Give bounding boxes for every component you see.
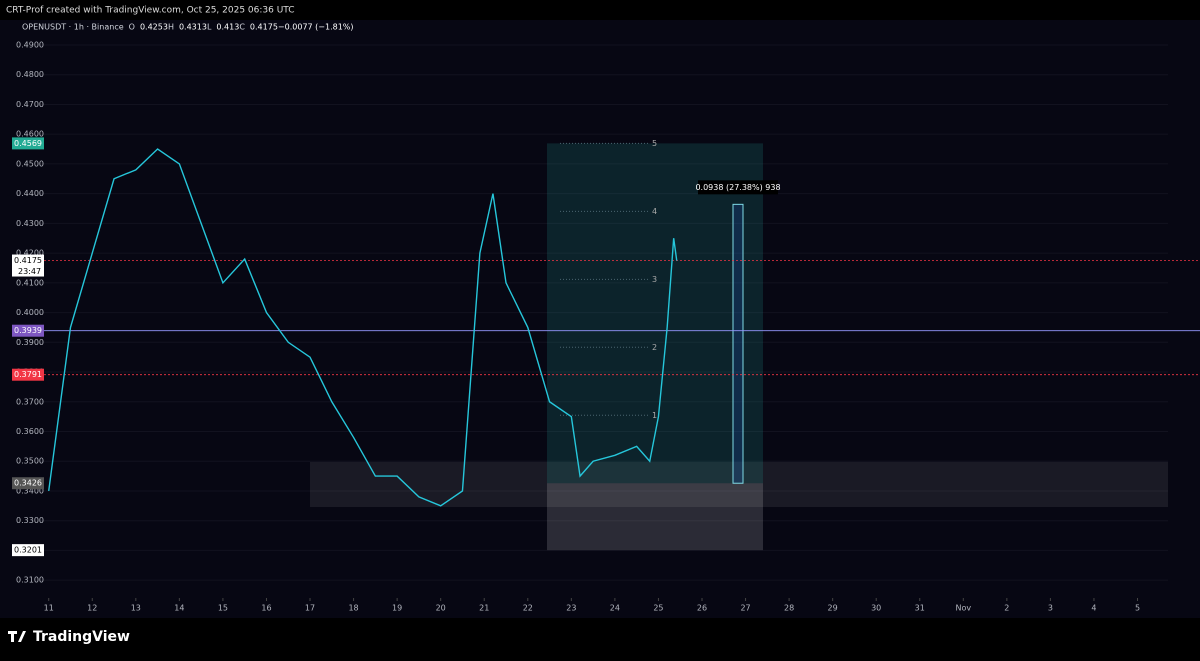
level-label: 1 — [652, 411, 657, 420]
y-tick-label: 0.3100 — [16, 576, 44, 585]
y-tick-label: 0.4300 — [16, 219, 44, 228]
legend-item: OPENUSDT · 1h · Binance — [22, 23, 124, 32]
zone — [310, 462, 1168, 507]
legend-item: −0.0077 (−1.81%) — [278, 23, 354, 32]
x-tick-label: 28 — [784, 604, 794, 613]
price-tag: 0.3201 — [14, 546, 42, 555]
y-tick-label: 0.4400 — [16, 189, 44, 198]
price-tag: 0.4175 — [14, 256, 42, 265]
legend-item: 0.4175 — [250, 23, 278, 32]
level-label: 3 — [652, 275, 657, 284]
legend-item: 0.4313 — [179, 23, 207, 32]
x-tick-label: 25 — [653, 604, 663, 613]
y-tick-label: 0.4600 — [16, 130, 44, 139]
footer — [0, 620, 1200, 657]
y-tick-label: 0.4700 — [16, 100, 44, 109]
x-tick-label: Nov — [955, 604, 971, 613]
x-tick-label: 26 — [697, 604, 707, 613]
price-tag-bg — [12, 368, 44, 381]
y-tick-label: 0.3400 — [16, 486, 44, 495]
x-tick-label: 24 — [610, 604, 620, 613]
price-line-series — [48, 148, 678, 507]
x-tick-label: 21 — [479, 604, 489, 613]
price-tag-bg — [12, 477, 44, 490]
price-tag: 0.3939 — [14, 326, 42, 335]
x-tick-label: 5 — [1135, 604, 1140, 613]
price-tag-bg — [12, 254, 44, 267]
x-tick-label: 17 — [305, 604, 315, 613]
x-tick-label: 22 — [523, 604, 533, 613]
legend-item: O — [129, 23, 135, 32]
x-tick-label: 20 — [436, 604, 446, 613]
brand: TradingView — [33, 629, 130, 645]
time-tag: 23:47 — [18, 267, 41, 276]
y-tick-label: 0.4800 — [16, 70, 44, 79]
measure-label: 0.0938 (27.38%) 938 — [695, 183, 780, 192]
x-tick-label: 14 — [174, 604, 184, 613]
y-tick-label: 0.4900 — [16, 40, 44, 49]
price-tag: 0.3791 — [14, 370, 42, 379]
y-tick-label: 0.3600 — [16, 427, 44, 436]
level-label: 4 — [652, 207, 657, 216]
chart-pane — [0, 20, 1200, 618]
level-label: 5 — [652, 139, 657, 148]
x-tick-label: 19 — [392, 604, 402, 613]
legend-item: C — [239, 23, 245, 32]
x-tick-label: 3 — [1048, 604, 1053, 613]
stop-box — [547, 483, 763, 551]
legend: OPENUSDT · 1h · Binance O 0.4253 H 0.4313 L 0.… — [22, 23, 354, 32]
price-tag-bg — [12, 324, 44, 337]
legend-item: 0.4253 — [140, 23, 168, 32]
level-label: 2 — [652, 343, 657, 352]
time-tag-bg — [12, 265, 44, 277]
author-line: CRT-Prof created with TradingView.com, O… — [6, 6, 295, 16]
legend-item: L — [207, 23, 212, 32]
x-tick-label: 11 — [44, 604, 54, 613]
y-tick-label: 0.3300 — [16, 516, 44, 525]
x-tick-label: 12 — [87, 604, 97, 613]
target-box — [547, 143, 763, 484]
price-tag-bg — [12, 544, 44, 557]
x-tick-label: 2 — [1004, 604, 1009, 613]
x-tick-label: 18 — [348, 604, 358, 613]
y-tick-label: 0.3500 — [16, 457, 44, 466]
y-tick-label: 0.4000 — [16, 308, 44, 317]
x-tick-label: 29 — [828, 604, 838, 613]
x-tick-label: 16 — [261, 604, 271, 613]
plot: 0.31000.32000.33000.34000.35000.36000.37… — [12, 40, 1200, 613]
y-tick-label: 0.3900 — [16, 338, 44, 347]
x-tick-label: 4 — [1091, 604, 1096, 613]
price-tag-bg — [12, 137, 44, 150]
legend-item: H — [168, 23, 174, 32]
y-tick-label: 0.4100 — [16, 278, 44, 287]
x-tick-label: 15 — [218, 604, 228, 613]
x-tick-label: 23 — [566, 604, 576, 613]
x-tick-label: 31 — [915, 604, 925, 613]
y-tick-label: 0.4500 — [16, 159, 44, 168]
legend-item: 0.413 — [216, 23, 239, 32]
x-tick-label: 13 — [131, 604, 141, 613]
price-tag: 0.3426 — [14, 479, 42, 488]
logo — [8, 631, 26, 642]
measure-tag-bg — [698, 180, 778, 195]
y-tick-label: 0.4200 — [16, 249, 44, 258]
y-tick-label: 0.3700 — [16, 397, 44, 406]
price-tag: 0.4569 — [14, 139, 42, 148]
x-tick-label: 27 — [740, 604, 750, 613]
measure-bar — [732, 203, 744, 484]
x-tick-label: 30 — [871, 604, 881, 613]
